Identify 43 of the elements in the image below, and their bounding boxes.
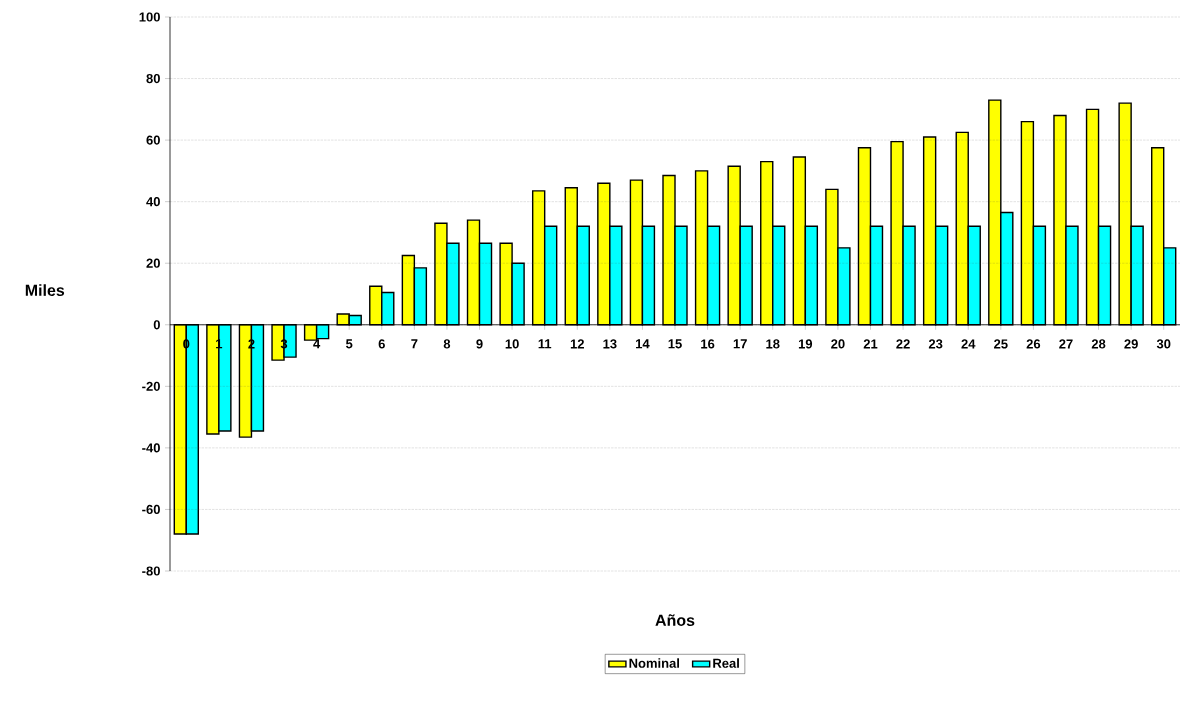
- x-tick-label: 1: [216, 339, 223, 349]
- x-axis-title: Años: [655, 614, 695, 627]
- x-tick-label: 4: [313, 339, 321, 349]
- y-tick-label: -60: [142, 504, 160, 515]
- y-tick-label: 80: [146, 73, 160, 84]
- x-tick-label: 3: [280, 339, 288, 349]
- x-tick-label: 18: [766, 339, 780, 349]
- x-tick-label: 9: [476, 339, 483, 349]
- x-tick-label: 5: [345, 339, 353, 349]
- x-tick-label: 19: [798, 339, 813, 349]
- x-tick-label: 26: [1026, 339, 1041, 349]
- x-tick-label: 24: [961, 339, 976, 349]
- x-tick-label: 17: [733, 339, 747, 349]
- x-tick-label: 25: [994, 339, 1008, 349]
- x-tick-label: 28: [1091, 339, 1106, 349]
- legend-label: Nominal: [629, 658, 679, 668]
- x-tick-label: 11: [538, 339, 552, 349]
- x-tick-label: 16: [701, 339, 715, 349]
- x-tick-label: 30: [1156, 339, 1171, 349]
- x-tick-label: 22: [896, 339, 910, 349]
- y-tick-label: -20: [142, 381, 160, 391]
- x-tick-label: 8: [443, 339, 451, 349]
- x-tick-label: 21: [863, 339, 878, 349]
- y-tick-label: 40: [146, 197, 160, 207]
- x-tick-label: 27: [1059, 339, 1073, 349]
- x-tick-label: 14: [636, 339, 650, 349]
- y-tick-label: 60: [146, 135, 160, 145]
- x-tick-label: 13: [603, 339, 617, 349]
- y-tick-label: 100: [139, 12, 160, 22]
- x-tick-label: 10: [505, 339, 519, 349]
- y-axis-title: Miles: [25, 284, 65, 296]
- y-tick-label: -40: [142, 443, 160, 453]
- x-tick-label: 29: [1124, 339, 1138, 349]
- x-tick-label: 12: [570, 339, 584, 349]
- y-tick-label: 0: [153, 320, 160, 330]
- x-tick-label: 23: [928, 339, 943, 349]
- legend-label: Real: [713, 658, 739, 668]
- y-tick-label: 20: [146, 258, 160, 268]
- x-tick-label: 6: [378, 339, 385, 349]
- x-tick-label: 20: [831, 339, 845, 349]
- x-tick-label: 7: [411, 339, 418, 349]
- x-tick-label: 15: [668, 339, 682, 349]
- y-tick-label: -80: [142, 566, 160, 576]
